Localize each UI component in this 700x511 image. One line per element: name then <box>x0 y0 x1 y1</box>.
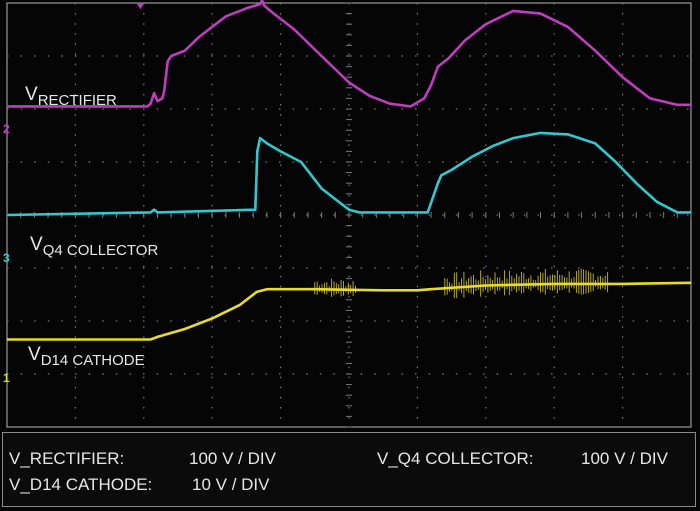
status-bar: V_RECTIFIER: 100 V / DIV V_Q4 COLLECTOR:… <box>2 432 696 507</box>
channel-marker-group: 2 3 1 <box>3 3 145 385</box>
trace-v-q4-collector <box>6 131 691 217</box>
trace-label-v-rectifier: VRECTIFIER <box>25 84 117 109</box>
trigger-marker <box>136 3 145 9</box>
channel-marker-v-q4-collector: 3 <box>3 251 10 265</box>
trace-v-rectifier <box>7 0 691 108</box>
trace-label-v-q4-collector: VQ4 COLLECTOR <box>30 234 158 259</box>
channel-marker-v-rectifier: 2 <box>3 122 10 136</box>
trace-label-group: VRECTIFIER VQ4 COLLECTOR VD14 CATHODE <box>25 84 158 369</box>
status-d14-cathode-name: V_D14 CATHODE: <box>9 475 153 494</box>
trace-v-d14-cathode <box>7 281 692 341</box>
status-rectifier-name: V_RECTIFIER: <box>9 449 125 468</box>
status-q4-collector-name: V_Q4 COLLECTOR: <box>377 449 534 468</box>
waveform-screen: VRECTIFIER VQ4 COLLECTOR VD14 CATHODE 2 3 1 <box>3 0 692 428</box>
trace-group <box>6 0 692 341</box>
trace-noise-v-d14-cathode <box>314 268 609 299</box>
status-rectifier-value: 100 V / DIV <box>189 449 276 468</box>
trace-label-v-d14-cathode: VD14 CATHODE <box>28 344 145 369</box>
status-d14-cathode-value: 10 V / DIV <box>192 475 270 494</box>
channel-marker-v-d14-cathode: 1 <box>3 371 10 385</box>
status-q4-collector-value: 100 V / DIV <box>581 449 668 468</box>
